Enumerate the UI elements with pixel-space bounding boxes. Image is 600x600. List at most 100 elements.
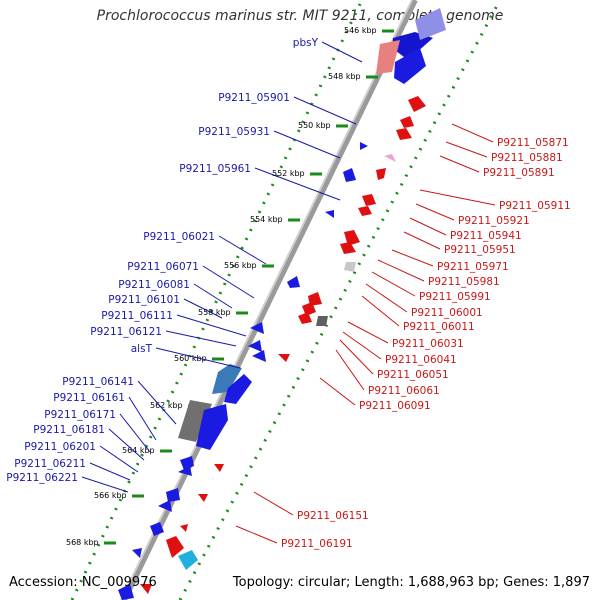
gene-feature[interactable] [396, 128, 412, 140]
label-leader-line [254, 167, 341, 201]
forward-gene-label[interactable]: P9211_06141 [62, 376, 134, 388]
gene-feature[interactable] [384, 154, 396, 162]
gene-feature[interactable] [178, 466, 192, 476]
gene-feature[interactable] [178, 400, 212, 442]
forward-gene-label[interactable]: P9211_06161 [53, 392, 125, 404]
forward-gene-label[interactable]: P9211_06171 [44, 409, 116, 421]
gene-feature[interactable] [278, 354, 290, 362]
forward-gene-label[interactable]: P9211_05901 [218, 92, 290, 104]
gene-feature[interactable] [224, 374, 252, 404]
reverse-gene-label[interactable]: P9211_06051 [377, 369, 449, 381]
forward-gene-label[interactable]: pbsY [293, 37, 319, 49]
label-leader-line [202, 265, 255, 299]
label-leader-line [451, 123, 494, 143]
reverse-gene-label[interactable]: P9211_05991 [419, 291, 491, 303]
forward-gene-label[interactable]: P9211_06201 [24, 441, 96, 453]
gene-feature[interactable] [178, 550, 198, 570]
gene-feature[interactable] [250, 322, 264, 334]
gene-feature[interactable] [180, 524, 188, 532]
label-leader-line [347, 321, 389, 344]
gene-feature[interactable] [394, 48, 426, 84]
label-leader-line [415, 203, 455, 221]
forward-gene-label[interactable]: alsT [131, 343, 153, 355]
label-leader-line [339, 339, 374, 375]
label-leader-line [409, 217, 447, 236]
label-leader-line [155, 347, 241, 369]
gene-feature[interactable] [287, 276, 300, 288]
reverse-gene-label[interactable]: P9211_05981 [428, 276, 500, 288]
reverse-gene-label[interactable]: P9211_06041 [385, 354, 457, 366]
gene-feature[interactable] [344, 230, 360, 246]
forward-gene-label[interactable]: P9211_06211 [14, 458, 86, 470]
gene-feature[interactable] [140, 584, 152, 594]
reverse-gene-label[interactable]: P9211_06191 [281, 538, 353, 550]
reverse-gene-label[interactable]: P9211_06001 [411, 307, 483, 319]
label-leader-line [176, 314, 247, 337]
forward-gene-label[interactable]: P9211_06221 [6, 472, 78, 484]
label-leader-line [108, 428, 145, 461]
label-leader-line [293, 96, 357, 125]
gene-feature[interactable] [362, 194, 376, 206]
gene-feature[interactable] [376, 40, 400, 74]
gene-feature[interactable] [150, 522, 164, 536]
forward-gene-label[interactable]: P9211_06101 [108, 294, 180, 306]
reverse-gene-label[interactable]: P9211_06151 [297, 510, 369, 522]
forward-gene-label[interactable]: P9211_06081 [118, 279, 190, 291]
gene-feature[interactable] [198, 494, 208, 502]
reverse-gene-label[interactable]: P9211_06031 [392, 338, 464, 350]
label-leader-line [439, 155, 480, 173]
gene-feature[interactable] [415, 8, 446, 40]
reverse-gene-label[interactable]: P9211_05921 [458, 215, 530, 227]
reverse-gene-label[interactable]: P9211_05911 [499, 200, 571, 212]
forward-gene-label[interactable]: P9211_06021 [143, 231, 215, 243]
forward-gene-label[interactable]: P9211_05931 [198, 126, 270, 138]
gene-feature[interactable] [400, 116, 414, 128]
gene-feature[interactable] [408, 96, 426, 112]
reverse-gene-label[interactable]: P9211_05881 [491, 152, 563, 164]
gene-feature[interactable] [166, 536, 184, 558]
gene-feature[interactable] [252, 350, 266, 362]
label-leader-line [119, 413, 151, 453]
reverse-gene-label[interactable]: P9211_06091 [359, 400, 431, 412]
label-leader-line [89, 462, 131, 481]
reverse-gene-label[interactable]: P9211_05871 [497, 137, 569, 149]
gene-feature[interactable] [316, 316, 328, 326]
reverse-gene-label[interactable]: P9211_05891 [483, 167, 555, 179]
reverse-gene-label[interactable]: P9211_05951 [444, 244, 516, 256]
gene-feature[interactable] [118, 584, 134, 600]
gene-feature[interactable] [158, 500, 172, 512]
label-leader-line [377, 259, 425, 282]
gene-feature[interactable] [343, 168, 356, 182]
reverse-gene-label[interactable]: P9211_06061 [368, 385, 440, 397]
gene-feature[interactable] [358, 206, 372, 216]
label-leader-line [391, 249, 434, 267]
forward-track-dots [70, 0, 364, 600]
gene-feature[interactable] [132, 548, 142, 558]
gene-feature[interactable] [214, 464, 224, 472]
gene-feature[interactable] [196, 404, 228, 450]
label-leader-line [183, 298, 223, 319]
gene-feature[interactable] [212, 364, 242, 394]
gene-feature[interactable] [340, 242, 356, 254]
gene-feature[interactable] [344, 262, 356, 272]
forward-gene-label[interactable]: P9211_06181 [33, 424, 105, 436]
gene-feature[interactable] [248, 340, 262, 352]
gene-feature[interactable] [392, 32, 433, 60]
tick-label: 566 kbp [94, 491, 127, 500]
gene-feature[interactable] [166, 488, 180, 502]
tick-label: 568 kbp [66, 538, 99, 547]
forward-gene-label[interactable]: P9211_05961 [179, 163, 251, 175]
gene-feature[interactable] [298, 312, 312, 324]
gene-feature[interactable] [325, 210, 334, 218]
gene-feature[interactable] [180, 456, 194, 470]
reverse-gene-label[interactable]: P9211_05971 [437, 261, 509, 273]
reverse-gene-label[interactable]: P9211_06011 [403, 321, 475, 333]
forward-gene-label[interactable]: P9211_06071 [127, 261, 199, 273]
gene-feature[interactable] [302, 302, 316, 316]
gene-feature[interactable] [360, 142, 368, 150]
forward-gene-label[interactable]: P9211_06121 [90, 326, 162, 338]
reverse-gene-label[interactable]: P9211_05941 [450, 230, 522, 242]
gene-feature[interactable] [376, 168, 386, 180]
forward-gene-label[interactable]: P9211_06111 [101, 310, 173, 322]
